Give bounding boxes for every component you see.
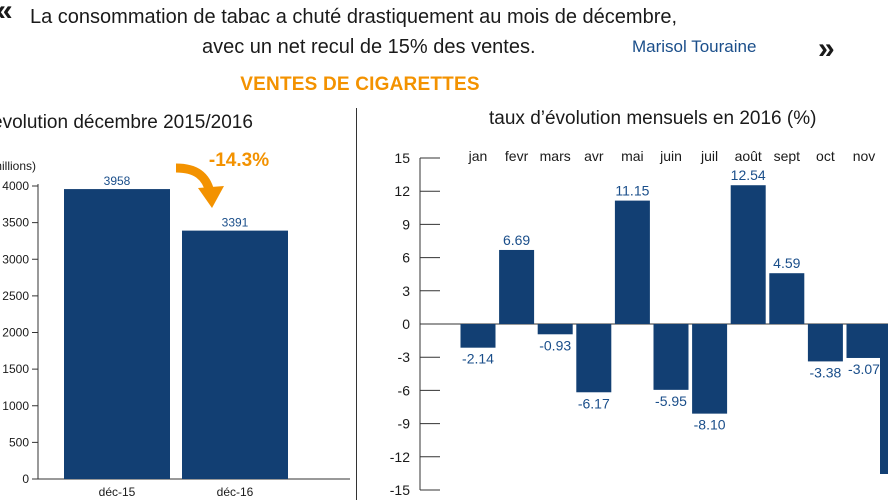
month-bar xyxy=(460,324,496,348)
month-label: sept xyxy=(774,148,801,164)
left-x-tick-label: déc-15 xyxy=(99,485,136,499)
quote-author: Marisol Touraine xyxy=(632,37,757,56)
right-y-tick-label: 12 xyxy=(394,183,410,199)
month-bar-value-label: 12.54 xyxy=(731,167,766,183)
month-bar xyxy=(769,273,805,324)
arrow-head-icon xyxy=(198,186,224,208)
month-bar xyxy=(846,324,882,358)
close-quote-mark: » xyxy=(818,32,835,65)
main-title: VENTES DE CIGARETTES xyxy=(240,74,480,95)
month-bar-value-label: 4.59 xyxy=(773,255,800,271)
month-label: mai xyxy=(621,148,644,164)
right-y-tick-label: 9 xyxy=(402,216,410,232)
month-bar xyxy=(499,249,535,324)
month-bar xyxy=(614,200,650,324)
quote-line-1: La consommation de tabac a chuté drastiq… xyxy=(30,6,678,28)
month-bar-value-label: 6.69 xyxy=(503,232,530,248)
month-label: avr xyxy=(584,148,604,164)
month-label: jan xyxy=(468,148,488,164)
cropped-bar xyxy=(880,324,888,474)
left-y-tick-label: 2000 xyxy=(2,326,29,340)
month-bar xyxy=(576,324,612,393)
left-y-axis-label: (millions) xyxy=(0,159,36,173)
quote-line-2: avec un net recul de 15% des ventes. xyxy=(202,36,536,58)
month-bar-value-label: -8.10 xyxy=(694,417,726,433)
month-label: août xyxy=(735,148,762,164)
right-chart-title: taux d’évolution mensuels en 2016 (%) xyxy=(489,108,817,129)
month-bar-value-label: -3.38 xyxy=(809,364,841,380)
right-y-tick-label: -6 xyxy=(398,382,411,398)
right-y-tick-label: 15 xyxy=(394,150,410,166)
month-bar xyxy=(692,324,728,414)
month-label: juin xyxy=(659,148,682,164)
month-bar-value-label: -2.14 xyxy=(462,351,494,367)
left-y-tick-label: 500 xyxy=(9,435,29,449)
month-label: juil xyxy=(700,148,718,164)
month-bar-value-label: -6.17 xyxy=(578,395,610,411)
right-y-tick-label: 3 xyxy=(402,283,410,299)
month-bar xyxy=(537,324,573,335)
left-x-tick-label: déc-16 xyxy=(217,485,254,499)
left-bar-value-label: 3391 xyxy=(222,216,249,230)
left-y-tick-label: 1000 xyxy=(2,399,29,413)
month-bar-value-label: -5.95 xyxy=(655,393,687,409)
month-bar-value-label: 11.15 xyxy=(615,183,649,199)
month-label: mars xyxy=(540,148,571,164)
month-bar xyxy=(807,324,843,362)
left-y-tick-label: 3500 xyxy=(2,216,29,230)
right-y-tick-label: -15 xyxy=(390,482,410,498)
left-chart-title: évolution décembre 2015/2016 xyxy=(0,112,253,133)
left-bar-value-label: 3958 xyxy=(104,174,131,188)
right-y-tick-label: 6 xyxy=(402,250,410,266)
right-y-tick-label: -9 xyxy=(398,416,411,432)
right-y-tick-label: -12 xyxy=(390,449,410,465)
month-label: nov xyxy=(853,148,876,164)
month-bar xyxy=(653,324,689,390)
chart-divider xyxy=(356,108,357,500)
month-label: fevr xyxy=(505,148,529,164)
left-y-tick-label: 2500 xyxy=(2,289,29,303)
open-quote-mark: « xyxy=(0,0,13,26)
month-bar xyxy=(730,185,766,324)
month-bar-value-label: -0.93 xyxy=(539,337,571,353)
month-label: oct xyxy=(816,148,835,164)
left-y-tick-label: 1500 xyxy=(2,362,29,376)
change-percent-label: -14.3% xyxy=(209,150,269,171)
left-y-tick-label: 4000 xyxy=(2,179,29,193)
left-y-tick-label: 0 xyxy=(22,472,29,486)
left-bar xyxy=(64,189,170,479)
month-bar-value-label: -3.07 xyxy=(848,361,880,377)
left-y-tick-label: 3000 xyxy=(2,252,29,266)
left-bar xyxy=(182,230,288,479)
right-y-tick-label: -3 xyxy=(398,349,411,365)
right-y-tick-label: 0 xyxy=(402,316,410,332)
